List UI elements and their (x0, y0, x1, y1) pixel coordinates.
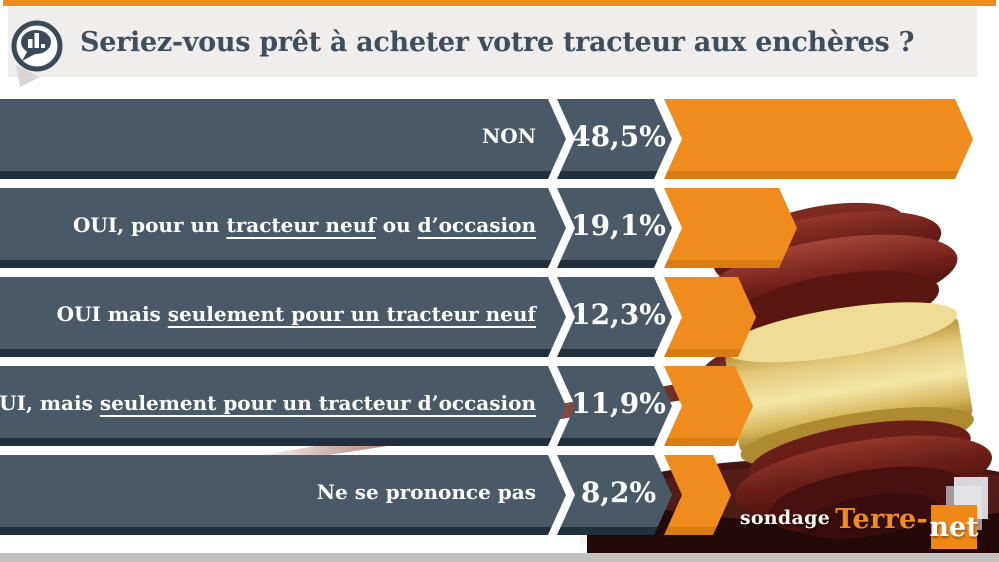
value-arrow (664, 366, 753, 446)
value-label: 11,9% (571, 386, 666, 420)
brand-terre: Terre- (835, 504, 928, 535)
answer-bar: Ne se prononce pas (0, 455, 566, 535)
page-title: Seriez-vous prêt à acheter votre tracteu… (80, 26, 915, 58)
answer-label: Ne se prononce pas (316, 480, 536, 504)
top-accent-stripe (3, 0, 996, 6)
value-chevron: 19,1% (557, 188, 672, 268)
answer-bar: OUI, pour un tracteur neuf ou d’occasion (0, 188, 566, 268)
answer-label: NON (482, 124, 536, 148)
brand-net: net (929, 511, 979, 543)
value-chevron: 48,5% (557, 99, 672, 179)
value-label: 12,3% (571, 297, 666, 331)
survey-row-non: NON 48,5% (0, 99, 999, 179)
survey-row-oui-occasion: OUI, mais seulement pour un tracteur d’o… (0, 366, 999, 446)
answer-label: OUI, mais seulement pour un tracteur d’o… (0, 391, 536, 415)
answer-label: OUI mais seulement pour un tracteur neuf (56, 302, 536, 326)
survey-row-oui-neuf-ou-occasion: OUI, pour un tracteur neuf ou d’occasion… (0, 188, 999, 268)
value-chevron: 11,9% (557, 366, 672, 446)
poll-chart-bubble-icon (11, 20, 63, 87)
credit-line: sondage Terre- (700, 504, 928, 535)
header: Seriez-vous prêt à acheter votre tracteu… (8, 7, 977, 77)
bottom-strip (0, 553, 999, 562)
brand-net-box: net (929, 505, 979, 549)
answer-bar: OUI mais seulement pour un tracteur neuf (0, 277, 566, 357)
value-chevron: 12,3% (557, 277, 672, 357)
value-arrow (664, 188, 797, 268)
credit-sondage: sondage (739, 507, 831, 529)
value-label: 48,5% (571, 119, 666, 153)
answer-label: OUI, pour un tracteur neuf ou d’occasion (72, 213, 536, 237)
survey-row-oui-neuf: OUI mais seulement pour un tracteur neuf… (0, 277, 999, 357)
answer-bar: OUI, mais seulement pour un tracteur d’o… (0, 366, 566, 446)
survey-row-ne-se-prononce-pas: Ne se prononce pas 8,2% (0, 455, 999, 535)
value-chevron: 8,2% (557, 455, 672, 535)
value-arrow (664, 277, 756, 357)
value-arrow (664, 99, 973, 179)
value-label: 8,2% (580, 475, 657, 509)
value-label: 19,1% (571, 208, 666, 242)
answer-bar: NON (0, 99, 566, 179)
